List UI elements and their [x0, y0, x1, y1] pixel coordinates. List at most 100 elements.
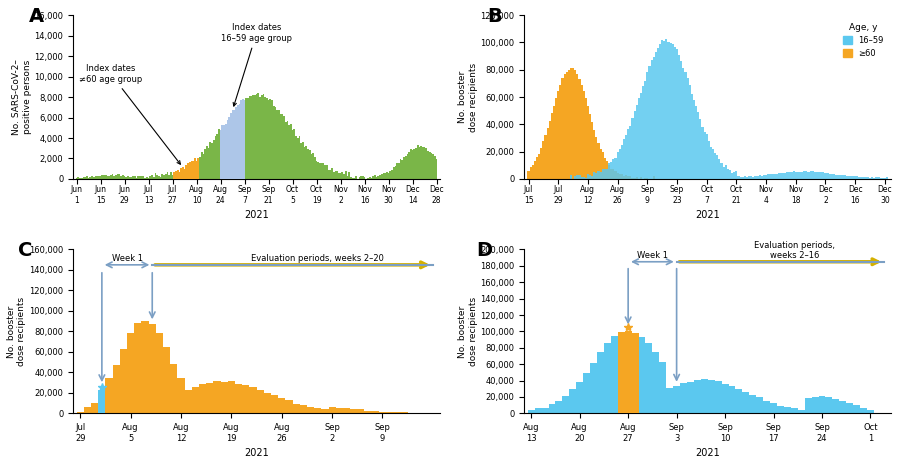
Bar: [882, 178, 884, 179]
Bar: [411, 150, 413, 179]
Bar: [795, 172, 796, 179]
Bar: [356, 176, 357, 179]
Bar: [165, 174, 166, 179]
Bar: [149, 176, 151, 179]
Bar: [676, 49, 678, 179]
Bar: [587, 174, 589, 179]
Text: B: B: [488, 7, 502, 26]
Bar: [570, 389, 576, 413]
Bar: [199, 157, 201, 179]
Bar: [170, 364, 177, 413]
Bar: [195, 161, 197, 179]
Bar: [576, 74, 579, 179]
Bar: [616, 173, 618, 179]
Bar: [242, 99, 244, 179]
Bar: [81, 178, 83, 179]
Bar: [91, 176, 93, 179]
Bar: [285, 122, 286, 179]
Bar: [645, 343, 652, 413]
Bar: [722, 384, 728, 413]
Bar: [292, 130, 293, 179]
Bar: [878, 177, 879, 179]
Bar: [710, 147, 712, 179]
Bar: [580, 85, 582, 179]
Bar: [728, 386, 735, 413]
Bar: [618, 149, 621, 179]
X-axis label: 2021: 2021: [696, 210, 720, 220]
Bar: [548, 404, 555, 413]
Bar: [184, 169, 185, 179]
Bar: [859, 177, 860, 179]
Bar: [113, 176, 115, 179]
Bar: [79, 178, 81, 179]
Bar: [350, 409, 357, 413]
Bar: [424, 147, 426, 179]
Bar: [134, 323, 141, 413]
Bar: [680, 383, 687, 413]
Bar: [372, 412, 379, 413]
Bar: [100, 175, 102, 179]
Bar: [712, 149, 714, 179]
Text: D: D: [477, 241, 492, 260]
Bar: [305, 146, 307, 179]
Bar: [750, 395, 756, 413]
Bar: [300, 405, 307, 413]
Bar: [182, 167, 184, 179]
Bar: [285, 400, 292, 413]
Bar: [684, 72, 687, 179]
Bar: [301, 143, 302, 179]
Bar: [393, 167, 394, 179]
Bar: [208, 148, 210, 179]
Bar: [644, 81, 646, 179]
Bar: [187, 163, 189, 179]
Bar: [392, 170, 393, 179]
Bar: [388, 173, 390, 179]
Bar: [194, 159, 195, 179]
Bar: [244, 100, 246, 179]
Bar: [348, 172, 350, 179]
Bar: [191, 161, 193, 179]
Bar: [136, 178, 138, 179]
Bar: [598, 143, 599, 179]
Bar: [148, 178, 149, 179]
Bar: [654, 52, 657, 179]
Bar: [231, 110, 233, 179]
Bar: [432, 154, 434, 179]
Bar: [632, 332, 638, 413]
Bar: [532, 165, 534, 179]
Bar: [174, 172, 176, 179]
Bar: [780, 173, 782, 179]
Bar: [400, 412, 408, 413]
Bar: [98, 390, 105, 413]
Bar: [840, 175, 842, 179]
Bar: [214, 136, 216, 179]
Bar: [671, 44, 674, 179]
Bar: [615, 171, 616, 179]
Text: Index dates
≠60 age group: Index dates ≠60 age group: [79, 64, 180, 164]
Bar: [638, 98, 640, 179]
Bar: [108, 176, 110, 179]
Bar: [773, 174, 776, 179]
Bar: [621, 145, 623, 179]
Bar: [396, 163, 398, 179]
Bar: [382, 173, 384, 179]
Bar: [318, 162, 320, 179]
Bar: [307, 407, 314, 413]
Bar: [695, 106, 698, 179]
Bar: [632, 118, 634, 179]
Bar: [199, 384, 206, 413]
Bar: [121, 176, 122, 179]
Bar: [163, 347, 170, 413]
Bar: [76, 178, 77, 179]
Bar: [177, 378, 184, 413]
Bar: [640, 177, 642, 179]
Bar: [646, 178, 648, 179]
Bar: [316, 161, 318, 179]
Bar: [174, 172, 176, 179]
Bar: [529, 167, 532, 179]
Bar: [540, 148, 543, 179]
Bar: [96, 176, 98, 179]
Bar: [840, 400, 846, 413]
Bar: [271, 395, 278, 413]
Bar: [632, 332, 638, 413]
